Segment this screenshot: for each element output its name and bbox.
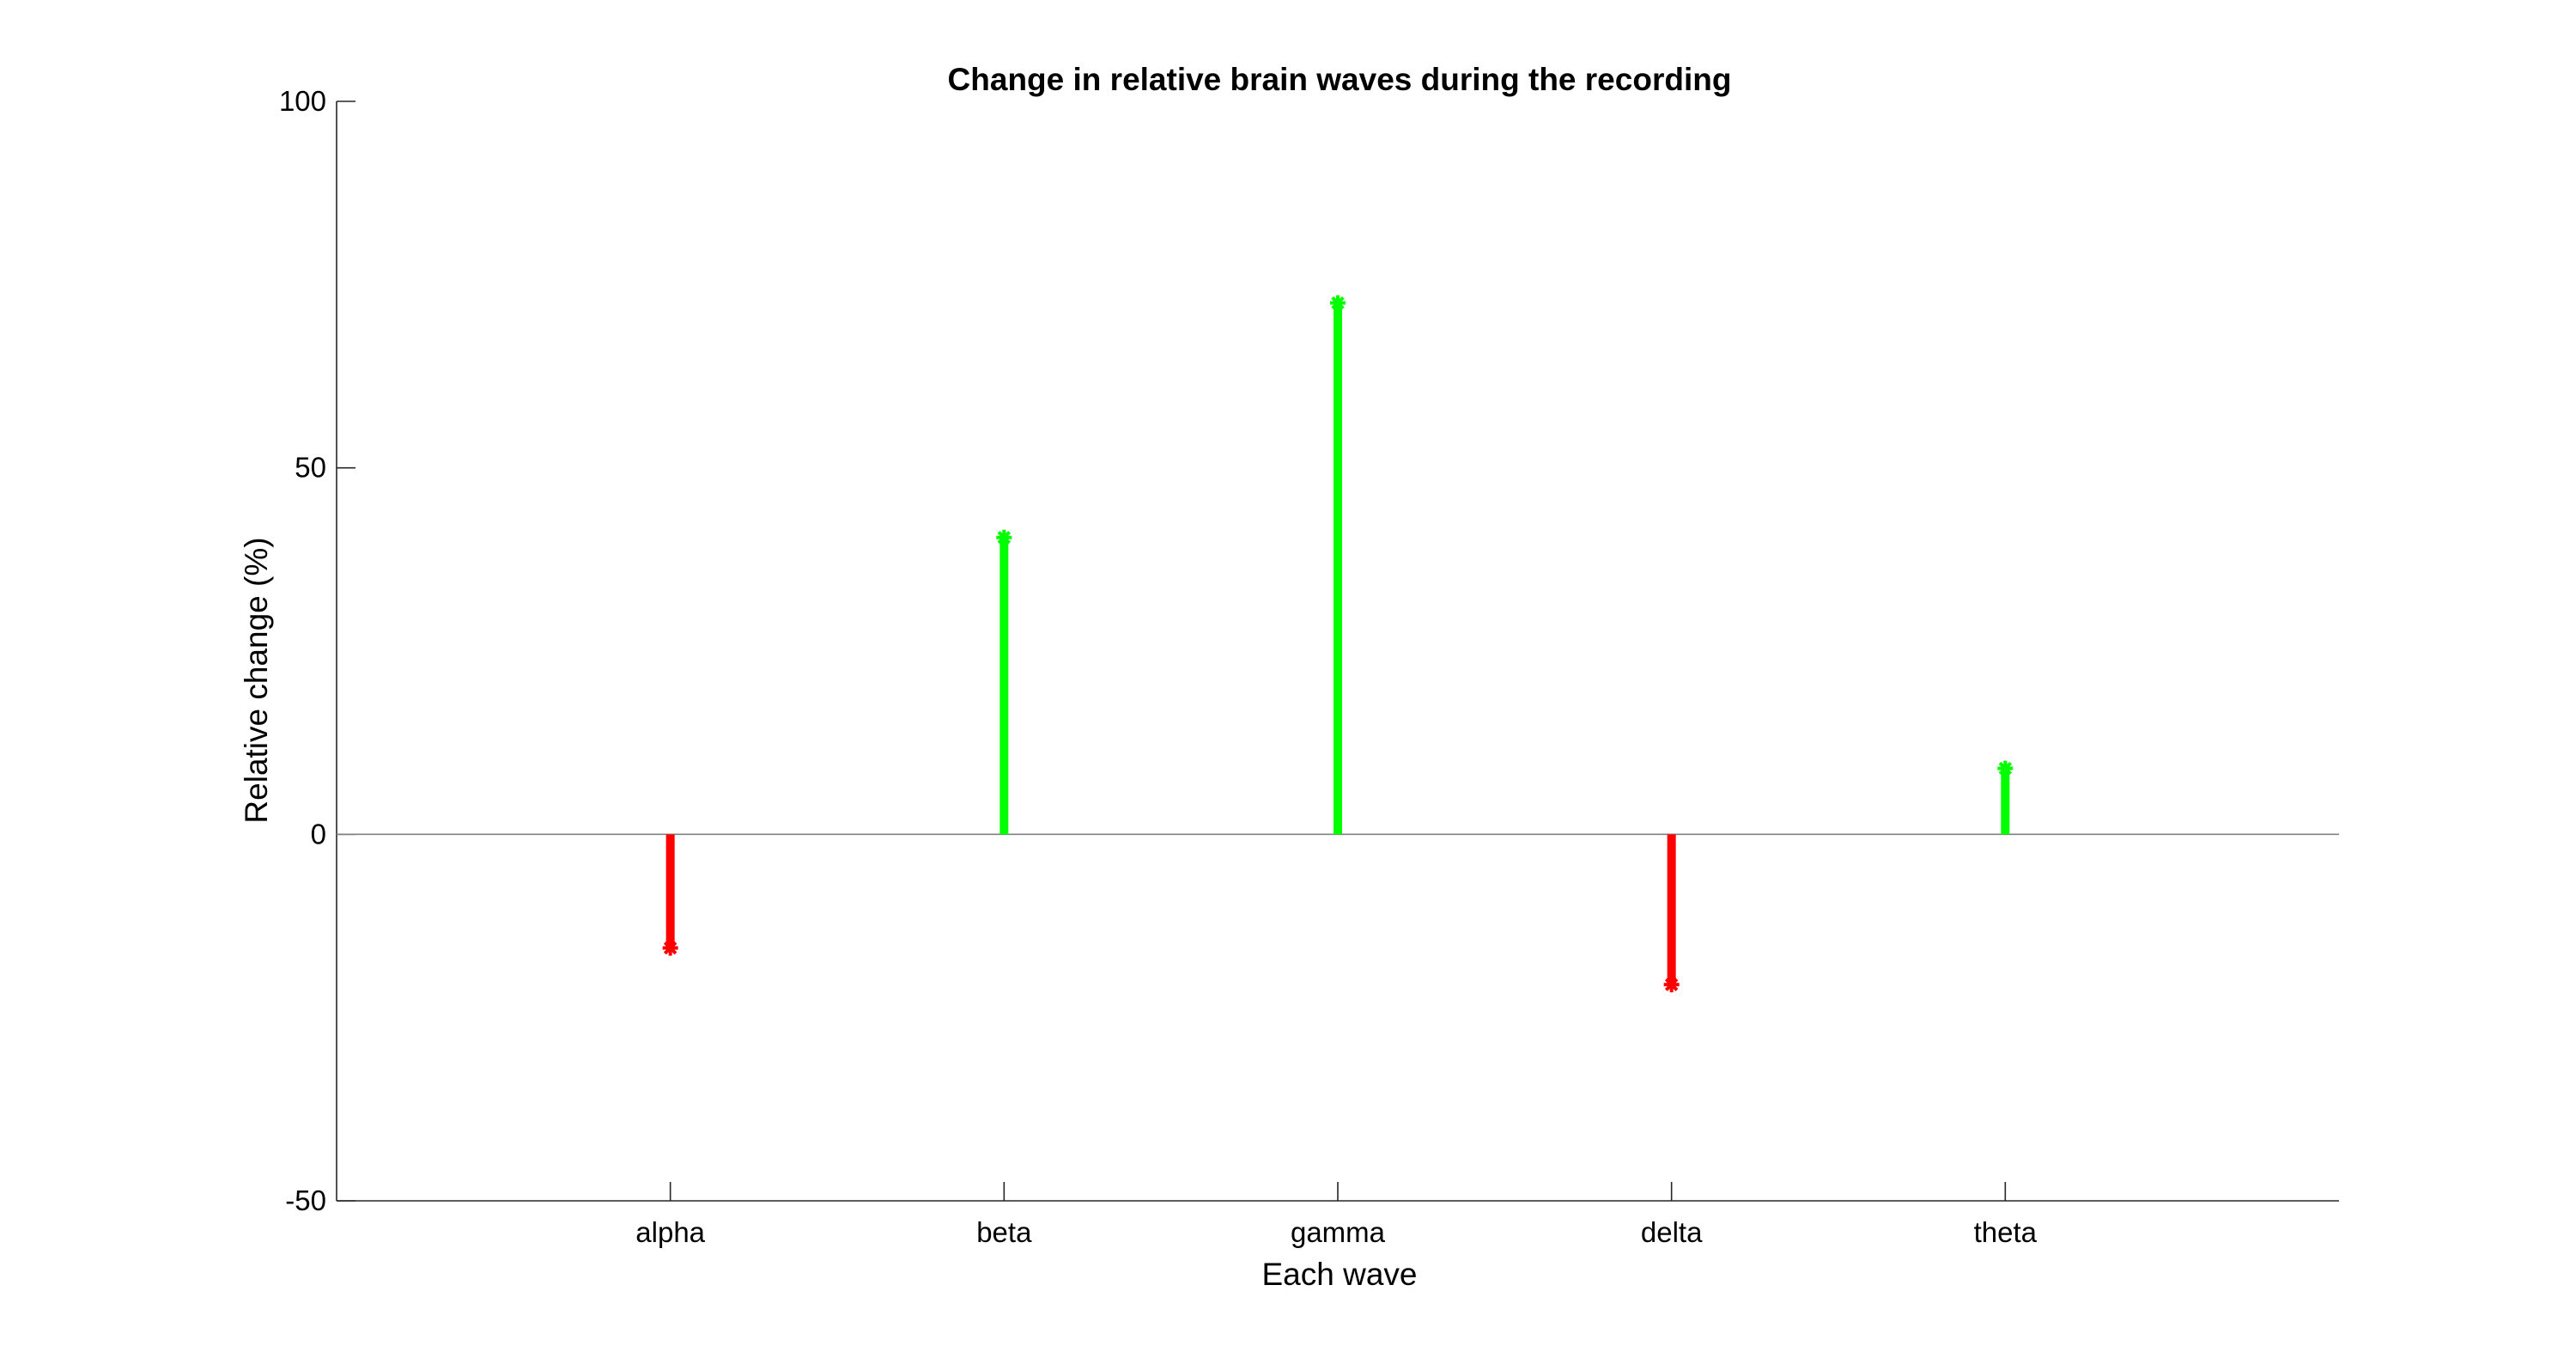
y-tick-label: -50 <box>285 1185 326 1216</box>
marker-stroke <box>1998 761 2013 776</box>
stem-marker-alpha <box>662 940 678 956</box>
y-axis-title: Relative change (%) <box>239 537 274 823</box>
x-tick-label-gamma: gamma <box>1291 1216 1386 1248</box>
y-tick-label: 50 <box>295 452 326 484</box>
y-tick-label: 100 <box>279 85 326 117</box>
marker-stroke <box>1664 977 1679 991</box>
stem-marker-delta <box>1663 977 1680 993</box>
stem-marker-gamma <box>1330 295 1346 311</box>
stem-marker-beta <box>996 529 1012 545</box>
x-tick-label-delta: delta <box>1641 1216 1703 1248</box>
axes: -50 0 50 100 alpha beta gamma delta theta <box>279 85 2339 1248</box>
stem-marker-theta <box>1997 760 2014 776</box>
y-tick-label: 0 <box>311 818 326 850</box>
x-tick-label-alpha: alpha <box>635 1216 705 1248</box>
chart-title: Change in relative brain waves during th… <box>948 62 1732 97</box>
x-tick-label-beta: beta <box>976 1216 1032 1248</box>
marker-stroke <box>663 941 677 955</box>
marker-stroke <box>997 531 1012 545</box>
stems <box>662 295 2014 993</box>
x-tick-label-theta: theta <box>1974 1216 2038 1248</box>
marker-stroke <box>1331 295 1345 310</box>
x-axis-title: Each wave <box>1262 1257 1418 1292</box>
